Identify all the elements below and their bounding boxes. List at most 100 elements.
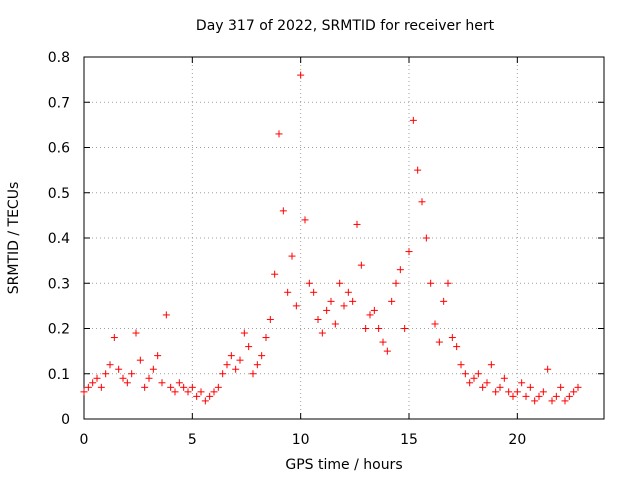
data-point	[253, 361, 261, 369]
y-tick-label: 0.2	[48, 322, 70, 338]
data-point	[323, 306, 331, 314]
data-point	[102, 370, 110, 378]
data-point	[89, 379, 97, 387]
data-point	[158, 379, 166, 387]
y-tick-label: 0.5	[48, 186, 70, 202]
data-point	[496, 383, 504, 391]
data-point	[513, 388, 521, 396]
data-point	[318, 329, 326, 337]
data-point	[487, 361, 495, 369]
data-point	[219, 370, 227, 378]
data-point	[392, 279, 400, 287]
data-point	[188, 383, 196, 391]
data-point	[561, 397, 569, 405]
data-point	[405, 248, 413, 256]
data-point	[180, 383, 188, 391]
data-point	[565, 392, 573, 400]
y-tick-label: 0.8	[48, 50, 70, 66]
x-tick-label: 15	[400, 432, 418, 448]
data-point	[141, 383, 149, 391]
data-point	[310, 288, 318, 296]
data-point	[492, 388, 500, 396]
data-point	[574, 383, 582, 391]
data-point	[362, 325, 370, 332]
data-point	[284, 288, 292, 296]
data-point	[370, 306, 378, 314]
data-point	[457, 361, 465, 369]
data-point	[110, 334, 118, 342]
data-point	[544, 365, 552, 373]
data-point	[292, 302, 300, 310]
data-point	[175, 379, 183, 387]
chart-title: Day 317 of 2022, SRMTID for receiver her…	[195, 18, 495, 34]
data-point	[431, 320, 439, 328]
data-point	[531, 397, 539, 405]
data-point	[232, 365, 240, 373]
data-point	[171, 388, 179, 396]
data-point	[162, 311, 170, 319]
data-point	[266, 315, 274, 323]
data-point	[197, 388, 205, 396]
data-point	[340, 302, 348, 310]
ticks: 0 0.1 0.2 0.3 0.4 0.5 0.6 0.7 0.8 0 5 10 15 20	[48, 50, 604, 448]
data-point	[288, 252, 296, 260]
data-point	[128, 370, 136, 378]
data-points	[80, 71, 582, 405]
data-point	[305, 279, 313, 287]
data-point	[314, 315, 322, 323]
data-point	[366, 311, 374, 319]
y-tick-label: 0.3	[48, 276, 70, 292]
data-point	[167, 383, 175, 391]
data-point	[509, 392, 517, 400]
data-point	[349, 297, 357, 305]
data-point	[80, 388, 88, 396]
data-point	[201, 397, 209, 405]
data-point	[279, 207, 287, 215]
data-point	[500, 374, 508, 382]
data-point	[93, 374, 101, 382]
data-point	[193, 392, 201, 400]
y-tick-label: 0.4	[48, 231, 70, 247]
data-point	[331, 320, 339, 328]
data-point	[97, 383, 105, 391]
data-point	[474, 370, 482, 378]
grid	[84, 57, 604, 419]
data-point	[422, 234, 430, 242]
data-point	[518, 379, 526, 387]
data-point	[223, 361, 231, 369]
y-tick-label: 0.1	[48, 367, 70, 383]
data-point	[258, 352, 266, 360]
data-point	[240, 329, 248, 337]
data-point	[375, 325, 383, 332]
data-point	[522, 392, 530, 400]
data-point	[119, 374, 127, 382]
data-point	[435, 338, 443, 346]
data-point	[526, 383, 534, 391]
data-point	[388, 297, 396, 305]
data-point	[271, 270, 279, 278]
x-tick-label: 5	[188, 432, 197, 448]
data-point	[227, 352, 235, 360]
data-point	[505, 388, 513, 396]
data-point	[249, 370, 257, 378]
data-point	[557, 383, 565, 391]
data-point	[440, 297, 448, 305]
y-axis-label: SRMTID / TECUs	[6, 181, 22, 295]
data-point	[344, 288, 352, 296]
data-point	[548, 397, 556, 405]
data-point	[115, 365, 123, 373]
data-point	[353, 220, 361, 228]
data-point	[448, 334, 456, 342]
x-tick-label: 20	[508, 432, 526, 448]
x-tick-label: 0	[80, 432, 89, 448]
data-point	[570, 388, 578, 396]
data-point	[136, 356, 144, 364]
data-point	[301, 216, 309, 224]
data-point	[245, 343, 253, 351]
data-point	[154, 352, 162, 360]
data-point	[132, 329, 140, 337]
data-point	[236, 356, 244, 364]
data-point	[297, 71, 305, 79]
data-point	[145, 374, 153, 382]
